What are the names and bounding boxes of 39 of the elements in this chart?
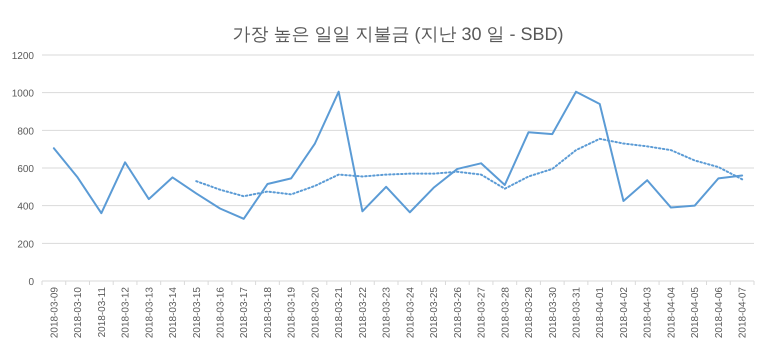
x-tick-label: 2018-03-25 (429, 286, 440, 338)
y-tick-label: 1000 (12, 88, 34, 100)
x-tick-label: 2018-03-13 (144, 286, 156, 338)
x-tick-label: 2018-03-10 (73, 286, 84, 338)
x-tick-label: 2018-04-03 (642, 286, 654, 338)
x-tick-label: 2018-04-01 (595, 286, 606, 338)
x-tick-label: 2018-03-31 (572, 286, 582, 338)
x-tick-label: 2018-03-11 (96, 286, 108, 338)
x-tick-label: 2018-03-28 (500, 286, 512, 338)
y-tick-label: 1200 (12, 51, 34, 62)
x-tick-label: 2018-03-24 (405, 286, 416, 338)
line-series (52, 90, 744, 220)
y-tick-label: 800 (17, 126, 34, 138)
x-tick-label: 2018-04-04 (666, 286, 678, 338)
y-tick-label: 0 (28, 277, 34, 288)
x-tick-label: 2018-03-29 (524, 286, 536, 338)
x-tick-label: 2018-03-18 (262, 286, 274, 338)
x-tick-label: 2018-03-30 (548, 286, 559, 338)
y-tick-label: 400 (17, 202, 34, 213)
y-tick-label: 600 (17, 164, 34, 175)
y-tick-label: 200 (17, 239, 34, 250)
x-tick-label: 2018-03-16 (216, 286, 226, 338)
x-tick-label: 2018-03-09 (49, 286, 60, 338)
x-tick-label: 2018-03-17 (239, 286, 250, 338)
x-tick-label: 2018-03-27 (476, 286, 488, 338)
x-tick-label: 2018-03-20 (310, 286, 322, 338)
x-tick-label: 2018-04-02 (618, 286, 630, 338)
x-tick-label: 2018-03-15 (192, 286, 203, 338)
x-tick-label: 2018-03-12 (120, 286, 132, 338)
x-tick-label: 2018-03-26 (452, 286, 464, 338)
x-tick-label: 2018-03-22 (358, 286, 369, 338)
x-tick-label: 2018-04-06 (714, 286, 725, 338)
chart-title: 가장 높은 일일 지불금 (지난 30 일 - SBD) (232, 24, 564, 44)
x-tick-label: 2018-03-19 (286, 286, 298, 338)
x-tick-label: 2018-03-23 (382, 286, 393, 338)
x-tick-label: 2018-03-21 (334, 286, 346, 338)
x-tick-label: 2018-03-14 (168, 286, 180, 338)
x-tick-label: 2018-04-07 (738, 286, 749, 338)
x-tick-label: 2018-04-05 (690, 286, 702, 338)
